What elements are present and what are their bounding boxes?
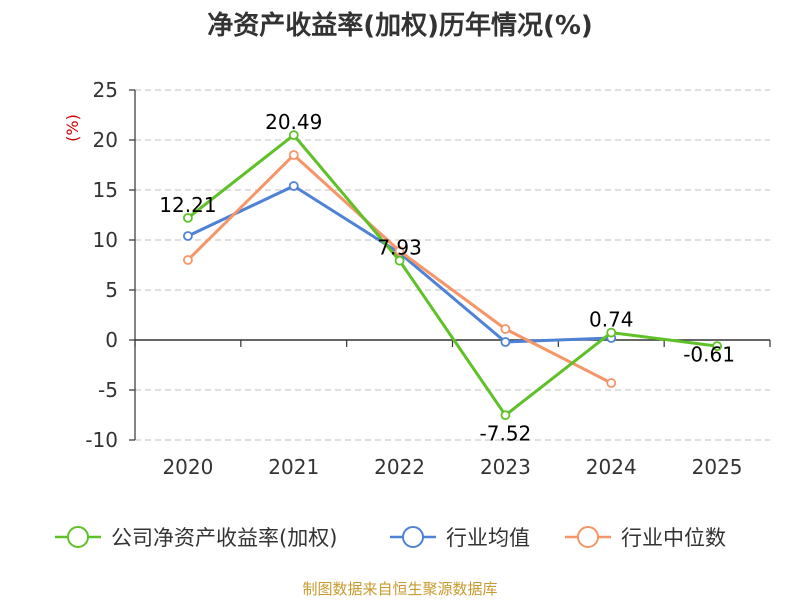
- data-labels: 12.21 20.49 7.93 -7.52 0.74 -0.61: [159, 110, 735, 445]
- data-point[interactable]: [606, 327, 617, 338]
- data-label: 20.49: [265, 110, 322, 134]
- y-tick-label: -10: [85, 428, 118, 452]
- y-tick-label: 25: [93, 78, 118, 102]
- data-point[interactable]: [288, 150, 299, 160]
- y-axis-unit: (%): [63, 114, 82, 142]
- data-point[interactable]: [288, 130, 299, 141]
- legend-label: 行业中位数: [621, 526, 726, 550]
- data-point[interactable]: [500, 337, 511, 347]
- y-tick-label: 5: [105, 278, 118, 302]
- legend-item-1[interactable]: 行业均值: [390, 526, 530, 550]
- x-tick-label: 2022: [374, 455, 425, 479]
- data-point[interactable]: [606, 378, 617, 388]
- chart-title: 净资产收益率(加权)历年情况(%): [207, 10, 593, 41]
- series-layer: [183, 130, 722, 421]
- series-line-0: [186, 133, 718, 417]
- y-tick-label: -5: [98, 378, 118, 402]
- y-tick-label: 15: [93, 178, 118, 202]
- data-point[interactable]: [712, 341, 722, 352]
- tick-labels: 25 20 15 10 5 0 -5 -10 2020 2021 2022 2023 2024 2025: [85, 78, 742, 479]
- x-tick-label: 2025: [692, 455, 743, 479]
- x-tick-label: 2023: [480, 455, 531, 479]
- x-tick-label: 2021: [268, 455, 319, 479]
- data-point[interactable]: [183, 231, 193, 241]
- data-point[interactable]: [394, 246, 405, 256]
- data-label: -0.61: [683, 343, 735, 367]
- legend[interactable]: 公司净资产收益率(加权) 行业均值 行业中位数: [55, 526, 726, 550]
- legend-item-0[interactable]: 公司净资产收益率(加权): [55, 526, 337, 550]
- legend-label: 公司净资产收益率(加权): [111, 526, 337, 550]
- data-point[interactable]: [183, 212, 193, 223]
- y-tick-label: 20: [93, 128, 118, 152]
- legend-marker: [577, 526, 599, 548]
- y-tick-label: 0: [105, 328, 118, 352]
- data-label: 7.93: [377, 236, 422, 260]
- source-note: 制图数据来自恒生聚源数据库: [302, 580, 497, 598]
- data-point[interactable]: [500, 324, 511, 334]
- legend-marker: [402, 526, 424, 548]
- data-label: 0.74: [589, 308, 634, 332]
- x-tick-label: 2024: [586, 455, 637, 479]
- axes: [129, 89, 771, 441]
- data-point[interactable]: [500, 410, 511, 421]
- legend-label: 行业均值: [446, 526, 530, 550]
- grid-lines: [135, 89, 770, 441]
- data-label: 12.21: [159, 193, 216, 217]
- x-tick-label: 2020: [162, 455, 213, 479]
- data-point[interactable]: [394, 255, 405, 266]
- series-line-2: [186, 153, 612, 385]
- data-point[interactable]: [288, 181, 299, 191]
- y-tick-label: 10: [93, 228, 118, 252]
- data-label: -7.52: [480, 421, 532, 445]
- legend-marker: [67, 526, 89, 548]
- data-point[interactable]: [183, 255, 193, 265]
- legend-item-2[interactable]: 行业中位数: [565, 526, 726, 550]
